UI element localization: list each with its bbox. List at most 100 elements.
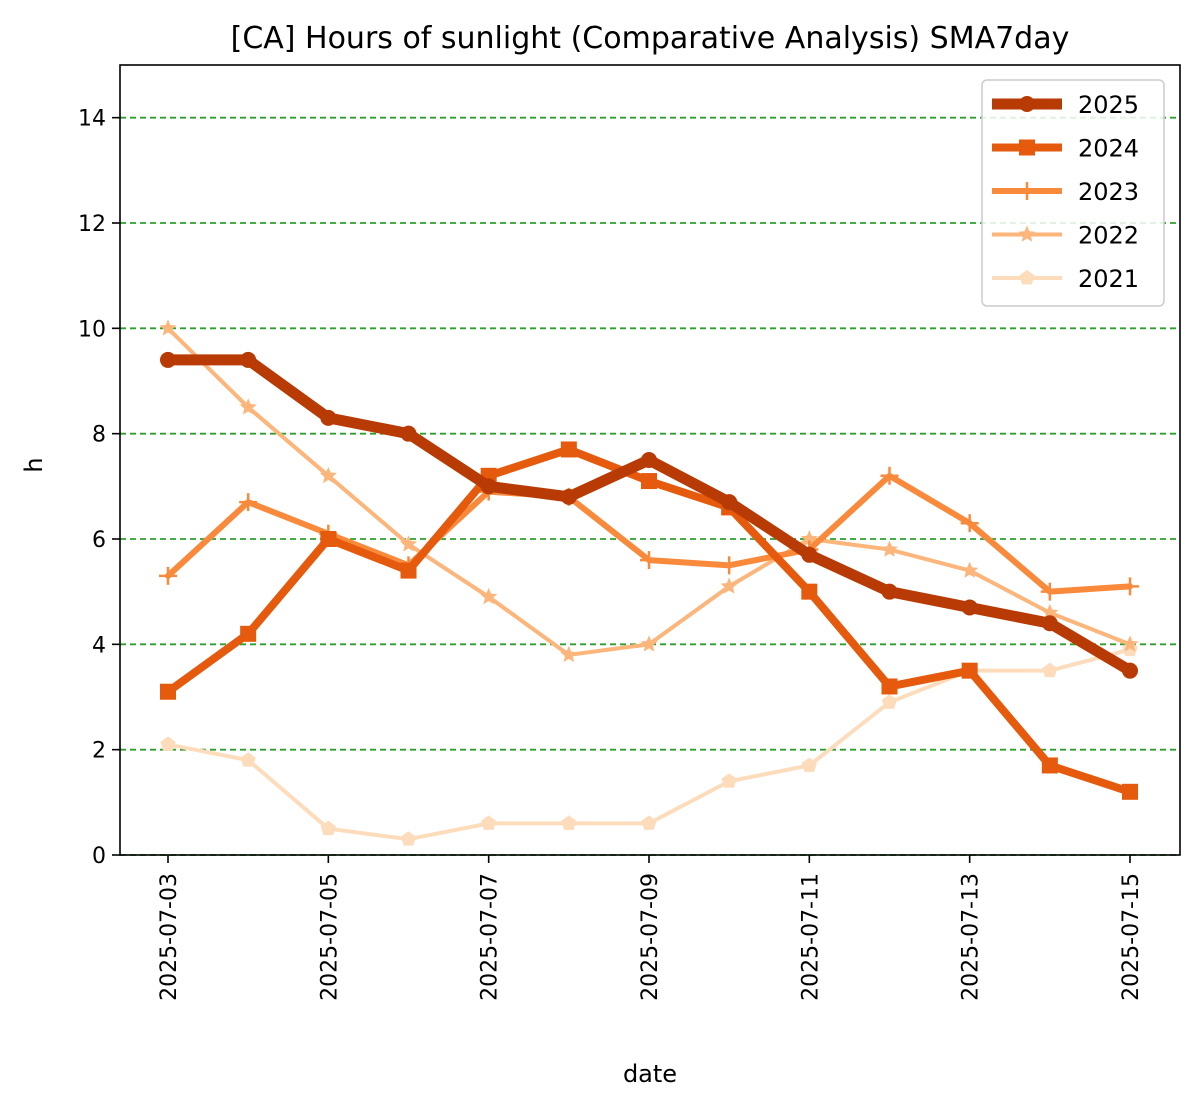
data-point xyxy=(961,561,979,578)
data-point xyxy=(801,583,818,600)
data-point xyxy=(560,441,577,458)
data-point xyxy=(400,831,417,846)
data-point xyxy=(801,546,818,563)
x-tick-label: 2025-07-03 xyxy=(157,873,182,1001)
y-tick-label: 12 xyxy=(78,212,106,237)
data-point xyxy=(1121,577,1139,596)
data-point xyxy=(320,820,336,836)
legend-item-2023: 2023 xyxy=(992,178,1139,206)
data-point xyxy=(640,635,658,652)
x-tick-label: 2025-07-05 xyxy=(317,873,342,1001)
data-point xyxy=(1042,662,1058,678)
series-2025 xyxy=(160,351,1138,679)
data-point xyxy=(159,566,177,585)
legend-box xyxy=(981,79,1165,307)
legend-marker xyxy=(1019,139,1035,156)
legend-marker xyxy=(1018,225,1036,242)
legend-marker xyxy=(1019,96,1035,112)
x-axis-label: date xyxy=(623,1060,677,1088)
data-point xyxy=(320,531,337,547)
y-axis: 0 2 4 6 8 10 12 14 xyxy=(78,107,120,869)
data-point xyxy=(399,535,418,552)
y-tick-label: 2 xyxy=(92,739,106,764)
data-point xyxy=(721,494,738,511)
data-point xyxy=(1041,615,1058,632)
data-point xyxy=(160,683,176,700)
series-line-2024 xyxy=(164,445,1134,796)
series-line-2025 xyxy=(162,354,1136,677)
data-point xyxy=(239,493,258,512)
legend-item-2024: 2024 xyxy=(992,135,1139,163)
data-point xyxy=(641,473,657,490)
y-tick-label: 6 xyxy=(92,528,106,553)
legend-label: 2022 xyxy=(1078,222,1139,250)
data-point xyxy=(560,645,578,663)
legend-label: 2025 xyxy=(1078,91,1139,119)
legend-label: 2023 xyxy=(1078,178,1139,206)
plot-frame xyxy=(119,64,1181,856)
y-tick-label: 0 xyxy=(92,844,106,869)
data-point xyxy=(880,466,899,485)
x-tick-label: 2025-07-09 xyxy=(638,873,663,1001)
series-2024 xyxy=(160,441,1138,800)
data-point xyxy=(400,425,417,442)
data-point xyxy=(721,773,737,788)
data-point xyxy=(881,583,898,600)
legend-label: 2024 xyxy=(1078,135,1139,163)
chart-title: [CA] Hours of sunlight (Comparative Anal… xyxy=(231,21,1070,56)
data-point xyxy=(880,540,899,557)
y-tick-label: 4 xyxy=(92,633,106,658)
x-axis: 2025-07-03 2025-07-05 2025-07-07 2025-07-09… xyxy=(157,855,1144,1001)
data-point xyxy=(240,625,257,642)
data-point xyxy=(961,599,978,616)
data-point xyxy=(961,662,978,679)
data-point xyxy=(481,815,497,830)
data-point xyxy=(1121,635,1139,652)
data-point xyxy=(640,551,658,570)
y-axis-label: h xyxy=(20,457,48,472)
legend-item-2025: 2025 xyxy=(992,91,1139,119)
legend-marker xyxy=(1018,182,1036,200)
data-point xyxy=(240,752,256,767)
data-point xyxy=(1041,757,1058,774)
data-point xyxy=(159,319,177,336)
data-point xyxy=(720,556,739,575)
series-2021 xyxy=(160,641,1138,846)
data-point xyxy=(1122,783,1138,800)
data-point xyxy=(240,351,257,368)
data-point xyxy=(561,815,577,830)
data-point xyxy=(480,587,498,605)
x-tick-label: 2025-07-13 xyxy=(959,873,984,1001)
x-tick-label: 2025-07-07 xyxy=(478,873,503,1001)
legend-label: 2021 xyxy=(1078,265,1139,293)
legend-item-2022: 2022 xyxy=(992,222,1139,250)
data-point xyxy=(1040,582,1059,601)
series-line-2021 xyxy=(166,647,1132,842)
x-tick-label: 2025-07-11 xyxy=(798,873,823,1001)
x-tick-label: 2025-07-15 xyxy=(1119,873,1144,1001)
data-point xyxy=(160,351,176,368)
data-point xyxy=(400,562,417,579)
data-point xyxy=(560,488,577,505)
data-point xyxy=(641,815,657,830)
legend: 2025 2024 2023 2022 2021 xyxy=(981,79,1165,307)
legend-item-2021: 2021 xyxy=(992,265,1139,293)
data-point xyxy=(881,694,898,709)
data-point xyxy=(1122,662,1138,679)
data-point xyxy=(160,736,176,751)
y-tick-label: 10 xyxy=(78,317,106,342)
series-layer xyxy=(159,319,1139,846)
y-tick-label: 8 xyxy=(92,423,106,448)
data-point xyxy=(960,514,979,533)
data-point xyxy=(720,577,738,594)
y-tick-label: 14 xyxy=(78,107,106,132)
data-point xyxy=(480,478,497,495)
data-point xyxy=(801,757,817,772)
data-point xyxy=(320,409,337,426)
data-point xyxy=(319,466,337,484)
data-point xyxy=(239,398,257,415)
legend-marker xyxy=(1019,270,1035,285)
data-point xyxy=(641,452,657,468)
data-point xyxy=(881,678,898,695)
